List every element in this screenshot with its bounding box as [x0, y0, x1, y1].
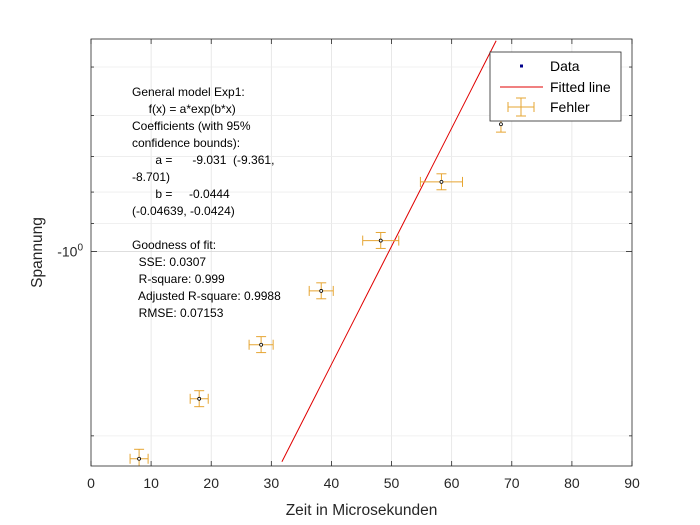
y-tick-label: -100 — [57, 242, 83, 259]
legend-entry-label: Fitted line — [550, 79, 611, 95]
annotation-line: R-square: 0.999 — [132, 272, 225, 286]
annotation-line: SSE: 0.0307 — [132, 255, 206, 269]
annotation-line: General model Exp1: — [132, 85, 245, 99]
tick-labels: 0 10 20 30 40 50 60 70 80 90 -100 — [57, 242, 640, 491]
annotation-line: -8.701) — [132, 170, 170, 184]
data-point-group — [419, 173, 463, 191]
x-axis-label: Zeit in Microsekunden — [286, 502, 438, 519]
fit-annotation: General model Exp1: f(x) = a*exp(b*x) Coe… — [132, 85, 281, 320]
grid — [91, 39, 632, 466]
x-tick-label: 80 — [564, 475, 580, 491]
annotation-line: confidence bounds): — [132, 136, 240, 150]
x-tick-label: 70 — [504, 475, 520, 491]
data-point-group — [129, 448, 149, 466]
annotation-line: Goodness of fit: — [132, 238, 216, 252]
y-axis-label: Spannung — [29, 217, 46, 288]
fitted-line — [281, 40, 497, 462]
fit-layer — [281, 40, 497, 462]
data-point-group — [362, 231, 400, 249]
x-tick-label: 0 — [87, 475, 95, 491]
legend: Data Fitted line Fehler — [489, 51, 622, 122]
legend-entry-label: Fehler — [550, 99, 590, 115]
data-point-group — [189, 390, 209, 408]
x-tick-label: 20 — [203, 475, 219, 491]
data-point — [499, 122, 503, 127]
data-point — [439, 180, 444, 184]
legend-entry-label: Data — [550, 58, 580, 74]
data-point-group — [308, 282, 334, 300]
annotation-line: (-0.04639, -0.0424) — [132, 204, 235, 218]
annotation-line: Coefficients (with 95% — [132, 119, 251, 133]
plot-frame — [90, 38, 633, 467]
x-tick-label: 10 — [143, 475, 159, 491]
x-tick-label: 30 — [264, 475, 280, 491]
legend-data-marker — [520, 64, 523, 68]
data-point — [378, 238, 383, 243]
data-point — [197, 396, 202, 401]
data-point-group — [248, 336, 274, 354]
annotation-line: a = -9.031 (-9.361, — [132, 153, 274, 167]
x-tick-label: 50 — [384, 475, 400, 491]
data-point — [259, 342, 264, 347]
annotation-line: f(x) = a*exp(b*x) — [132, 102, 236, 116]
x-tick-label: 90 — [624, 475, 640, 491]
x-tick-label: 40 — [324, 475, 340, 491]
data-point — [137, 456, 141, 461]
x-tick-label: 60 — [444, 475, 460, 491]
annotation-line: b = -0.0444 — [132, 187, 230, 201]
annotation-line: RMSE: 0.07153 — [132, 306, 224, 320]
data-point — [319, 289, 324, 293]
annotation-line: Adjusted R-square: 0.9988 — [132, 289, 281, 303]
